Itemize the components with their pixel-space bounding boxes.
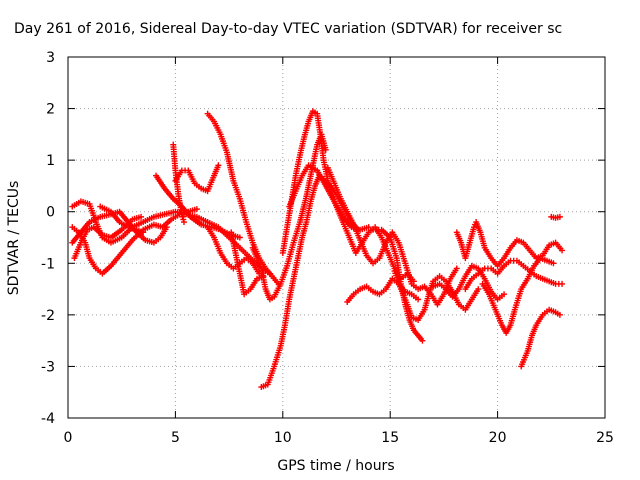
data-point bbox=[550, 260, 557, 267]
data-point bbox=[556, 213, 563, 220]
data-point bbox=[453, 265, 460, 272]
y-tick-label: -4 bbox=[41, 411, 55, 427]
x-tick-label: 15 bbox=[381, 430, 399, 446]
x-tick-label: 20 bbox=[489, 430, 507, 446]
x-tick-label: 25 bbox=[596, 430, 614, 446]
y-tick-label: 3 bbox=[46, 50, 55, 66]
y-axis-label: SDTVAR / TECUs bbox=[6, 181, 22, 296]
data-point bbox=[365, 224, 372, 231]
data-point bbox=[501, 291, 508, 298]
data-point bbox=[140, 229, 147, 236]
data-point bbox=[559, 247, 566, 254]
x-tick-label: 0 bbox=[64, 430, 73, 446]
plot-frame bbox=[67, 56, 606, 419]
data-point bbox=[559, 280, 566, 287]
data-point bbox=[163, 224, 170, 231]
chart-title: Day 261 of 2016, Sidereal Day-to-day VTE… bbox=[14, 21, 562, 37]
data-point bbox=[138, 213, 145, 220]
y-tick-label: -2 bbox=[41, 308, 55, 324]
data-point bbox=[322, 146, 329, 153]
data-point bbox=[193, 206, 200, 213]
x-axis-ticks: 0 5 10 15 20 25 bbox=[64, 57, 614, 446]
data-point bbox=[236, 234, 243, 241]
data-point bbox=[215, 162, 222, 169]
x-axis-label: GPS time / hours bbox=[277, 458, 394, 474]
data-point bbox=[415, 296, 422, 303]
data-point bbox=[556, 311, 563, 318]
y-tick-label: 2 bbox=[46, 102, 55, 118]
x-tick-label: 10 bbox=[274, 430, 292, 446]
y-axis-ticks: -4 -3 -2 -1 0 1 2 3 bbox=[41, 50, 605, 427]
y-tick-label: 0 bbox=[46, 205, 55, 221]
data-point bbox=[419, 337, 426, 344]
y-tick-label: -3 bbox=[41, 359, 55, 375]
data-points bbox=[69, 108, 566, 391]
data-point bbox=[180, 219, 187, 226]
x-tick-label: 5 bbox=[171, 430, 180, 446]
y-tick-label: 1 bbox=[46, 153, 55, 169]
y-tick-label: -1 bbox=[41, 256, 55, 272]
data-point bbox=[475, 286, 482, 293]
